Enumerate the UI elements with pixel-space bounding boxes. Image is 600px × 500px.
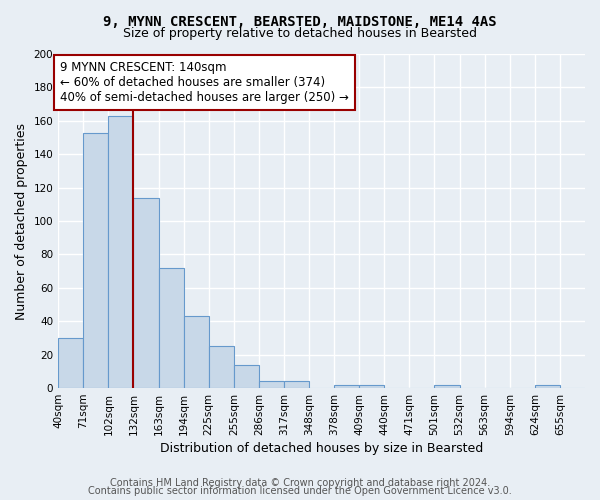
Bar: [109, 116, 133, 388]
Bar: [234, 364, 259, 388]
Text: 9 MYNN CRESCENT: 140sqm
← 60% of detached houses are smaller (374)
40% of semi-d: 9 MYNN CRESCENT: 140sqm ← 60% of detache…: [60, 60, 349, 104]
Bar: [359, 384, 385, 388]
X-axis label: Distribution of detached houses by size in Bearsted: Distribution of detached houses by size …: [160, 442, 483, 455]
Bar: [334, 384, 359, 388]
Text: Contains public sector information licensed under the Open Government Licence v3: Contains public sector information licen…: [88, 486, 512, 496]
Text: 9, MYNN CRESCENT, BEARSTED, MAIDSTONE, ME14 4AS: 9, MYNN CRESCENT, BEARSTED, MAIDSTONE, M…: [103, 15, 497, 29]
Bar: [83, 132, 109, 388]
Y-axis label: Number of detached properties: Number of detached properties: [15, 122, 28, 320]
Bar: [133, 198, 158, 388]
Bar: [434, 384, 460, 388]
Bar: [284, 382, 309, 388]
Bar: [158, 268, 184, 388]
Text: Size of property relative to detached houses in Bearsted: Size of property relative to detached ho…: [123, 28, 477, 40]
Bar: [184, 316, 209, 388]
Bar: [209, 346, 234, 388]
Bar: [535, 384, 560, 388]
Bar: [259, 382, 284, 388]
Text: Contains HM Land Registry data © Crown copyright and database right 2024.: Contains HM Land Registry data © Crown c…: [110, 478, 490, 488]
Bar: [58, 338, 83, 388]
